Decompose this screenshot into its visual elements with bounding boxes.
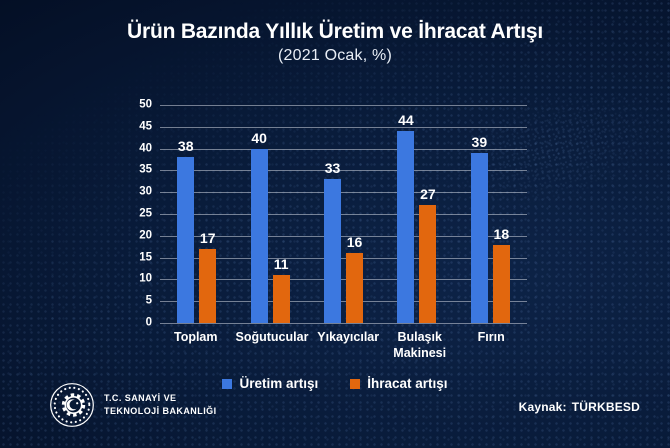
bar-column: 11 xyxy=(272,105,290,323)
gridline xyxy=(160,170,527,172)
bar-column: 17 xyxy=(199,105,217,323)
y-tick-label: 40 xyxy=(139,141,152,154)
x-category-label: Bulaşık Makinesi xyxy=(393,330,447,360)
y-tick-label: 45 xyxy=(139,120,152,133)
legend-swatch-icon xyxy=(350,378,361,389)
bar-groups: 38 17 40 11 33 16 44 27 39 18 xyxy=(160,105,527,323)
bar-value-label: 39 xyxy=(471,133,488,150)
bar-value-label: 38 xyxy=(177,138,194,155)
bar-column: 33 xyxy=(324,105,342,323)
bar-value-label: 18 xyxy=(493,225,510,242)
bar-üretim-fırın xyxy=(470,152,488,323)
bar-üretim-yıkayıcılar xyxy=(324,179,342,323)
bar-value-label: 33 xyxy=(324,160,341,177)
source-value: TÜRKBESD xyxy=(571,400,640,414)
x-axis: Toplam Soğutucular Yıkayıcılar Bulaşık Maki… xyxy=(160,330,527,361)
bar-value-label: 40 xyxy=(251,129,267,146)
bar-group: 40 11 xyxy=(233,105,306,323)
bar-i̇hracat-toplam xyxy=(199,248,217,323)
legend-label: İhracat artışı xyxy=(367,376,448,391)
legend-label: Üretim artışı xyxy=(239,376,319,391)
bar-üretim-toplam xyxy=(177,157,195,323)
bar-column: 18 xyxy=(492,105,510,323)
y-tick-label: 10 xyxy=(139,272,152,285)
bar-value-label: 17 xyxy=(199,229,216,246)
bar-column: 40 xyxy=(250,105,268,323)
legend-item: İhracat artışı xyxy=(350,376,448,391)
x-category-label: Soğutucular xyxy=(235,330,309,344)
bar-i̇hracat-soğutucular xyxy=(272,275,290,323)
chart-plot-area: 38 17 40 11 33 16 44 27 39 18 xyxy=(160,105,527,324)
bar-i̇hracat-bulaşık-makinesi xyxy=(419,205,437,323)
y-tick-label: 5 xyxy=(145,294,152,307)
y-tick-label: 25 xyxy=(139,207,152,220)
y-tick-label: 0 xyxy=(145,316,152,329)
gridline xyxy=(160,105,527,106)
gridline xyxy=(160,148,527,150)
bar-value-label: 44 xyxy=(398,112,414,129)
bar-value-label: 16 xyxy=(346,234,363,251)
x-category-label: Yıkayıcılar xyxy=(317,330,380,344)
legend-swatch-icon xyxy=(222,378,233,389)
bar-i̇hracat-yıkayıcılar xyxy=(346,253,364,323)
bar-group: 38 17 xyxy=(160,105,233,323)
gridline xyxy=(160,126,527,128)
y-tick-label: 15 xyxy=(139,250,152,263)
gridline xyxy=(160,235,527,237)
bar-group: 39 18 xyxy=(454,105,527,323)
bar-column: 44 xyxy=(397,105,415,323)
bar-i̇hracat-fırın xyxy=(492,244,510,323)
bar-column: 27 xyxy=(419,105,437,323)
y-tick-label: 50 xyxy=(139,98,152,111)
legend: Üretim artışı İhracat artışı xyxy=(0,376,670,391)
gridline xyxy=(160,214,527,215)
x-category-label: Toplam xyxy=(173,330,218,344)
page-subtitle: (2021 Ocak, %) xyxy=(278,47,392,64)
gridline xyxy=(160,192,527,194)
gridline xyxy=(160,323,527,324)
y-tick-label: 30 xyxy=(139,185,152,198)
bar-group: 44 27 xyxy=(380,105,453,323)
bar-group: 33 16 xyxy=(307,105,380,323)
x-category-label: Fırın xyxy=(477,330,505,344)
gridline xyxy=(160,279,527,281)
bar-üretim-soğutucular xyxy=(250,148,268,323)
source-label: Kaynak: xyxy=(518,400,567,414)
source-attribution: Kaynak: TÜRKBESD xyxy=(519,400,640,414)
gridline xyxy=(160,257,527,259)
bar-üretim-bulaşık-makinesi xyxy=(397,131,415,323)
ministry-name-line2: TEKNOLOJİ BAKANLIĞI xyxy=(104,406,217,416)
bar-value-label: 27 xyxy=(420,186,436,203)
y-axis: 0 5 10 15 20 25 30 35 40 45 50 xyxy=(116,99,152,328)
page-title: Ürün Bazında Yıllık Üretim ve İhracat Ar… xyxy=(127,20,543,43)
y-tick-label: 35 xyxy=(139,163,152,176)
bar-column: 39 xyxy=(470,105,488,323)
bar-column: 16 xyxy=(346,105,364,323)
legend-item: Üretim artışı xyxy=(222,376,318,391)
ministry-name-line1: T.C. SANAYİ VE xyxy=(104,392,177,403)
y-tick-label: 20 xyxy=(139,229,152,242)
gear-crescent-emblem-icon xyxy=(50,383,94,427)
ministry-logo-block: T.C. SANAYİ VE TEKNOLOJİ BAKANLIĞI xyxy=(49,382,217,428)
gridline xyxy=(160,301,527,303)
bar-value-label: 11 xyxy=(273,256,289,273)
bar-column: 38 xyxy=(177,105,195,323)
